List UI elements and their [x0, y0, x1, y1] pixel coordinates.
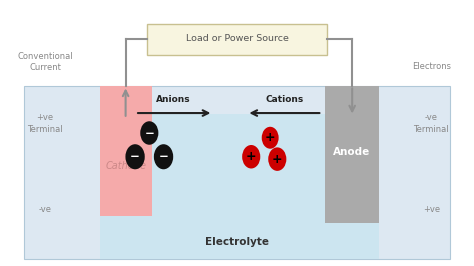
Text: +: + — [272, 153, 283, 166]
Ellipse shape — [140, 121, 158, 145]
Text: -ve
Terminal: -ve Terminal — [413, 114, 449, 134]
Text: Load or Power Source: Load or Power Source — [185, 35, 289, 43]
Ellipse shape — [262, 127, 279, 149]
Bar — [325, 85, 379, 223]
FancyBboxPatch shape — [147, 24, 327, 55]
Ellipse shape — [126, 144, 145, 169]
Text: Cations: Cations — [265, 95, 303, 105]
Text: −: − — [130, 150, 140, 163]
Text: Conventional
Current: Conventional Current — [17, 52, 73, 72]
Text: Anions: Anions — [155, 95, 191, 105]
Text: −: − — [145, 127, 154, 139]
Text: Electrons: Electrons — [412, 62, 451, 71]
Ellipse shape — [268, 147, 286, 171]
Text: Electrolyte: Electrolyte — [205, 237, 269, 247]
Bar — [100, 85, 152, 216]
Text: Anode: Anode — [333, 147, 370, 157]
Text: +ve
Terminal: +ve Terminal — [27, 114, 63, 134]
Text: +ve: +ve — [423, 205, 440, 214]
Ellipse shape — [242, 145, 260, 168]
Text: −: − — [159, 150, 168, 163]
Text: -ve: -ve — [38, 205, 52, 214]
Text: Cathode: Cathode — [105, 161, 146, 171]
Ellipse shape — [154, 144, 173, 169]
Bar — [24, 85, 450, 259]
Text: +: + — [265, 131, 275, 144]
Bar — [100, 114, 379, 259]
Text: +: + — [246, 150, 256, 163]
